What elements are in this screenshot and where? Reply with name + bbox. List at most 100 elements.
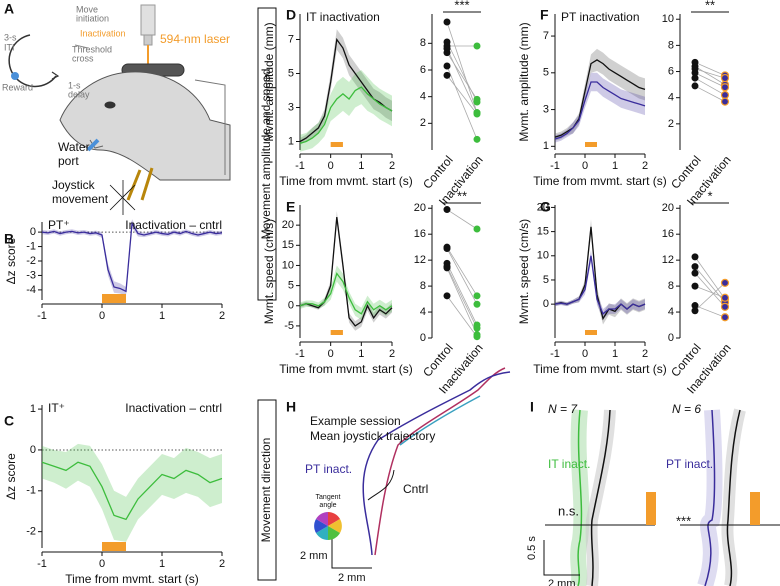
section-box — [257, 399, 277, 581]
x-tick-label: 1 — [612, 160, 618, 172]
label: N = 6 — [672, 402, 701, 416]
dot — [443, 71, 451, 79]
dot — [473, 333, 481, 341]
y-tick-label: 0 — [543, 298, 549, 310]
pair-line — [694, 272, 726, 308]
x-tick-label: 1 — [612, 348, 618, 360]
label: I — [530, 399, 534, 415]
y-tick-label: 8 — [420, 37, 426, 49]
error-band — [555, 219, 645, 325]
x-tick-label: 0 — [328, 348, 334, 360]
section-label: Movement direction — [259, 438, 273, 543]
label: Tangent — [316, 494, 341, 501]
pair-line — [446, 248, 478, 305]
line — [554, 81, 646, 140]
error-band — [555, 48, 645, 141]
dot — [443, 244, 451, 252]
legend-label: Inactivation – cntrl — [125, 218, 222, 232]
dot — [473, 324, 481, 332]
dot — [720, 293, 730, 302]
error-band — [555, 249, 645, 319]
label: *** — [676, 513, 691, 528]
dot — [691, 307, 699, 315]
line — [41, 221, 223, 293]
dot — [720, 97, 730, 106]
y-tick-label: 20 — [282, 219, 294, 231]
label: 2 mm — [338, 572, 366, 584]
dot — [691, 282, 699, 290]
panel-label: PT⁺ — [48, 218, 70, 232]
y-tick-label: 5 — [543, 274, 549, 286]
y-tick-label: 0 — [668, 332, 674, 344]
dot — [473, 42, 481, 50]
line — [554, 59, 646, 138]
y-axis-label: Mvmt. amplitude (mm) — [262, 22, 276, 141]
line — [299, 217, 393, 327]
x-tick-label: 2 — [389, 348, 395, 360]
label: IT inact. — [548, 457, 590, 471]
y-tick-label: -3 — [26, 269, 36, 281]
y-tick-label: 8 — [668, 280, 674, 292]
panel-letter: C — [4, 413, 14, 429]
y-tick-label: 4 — [668, 92, 674, 104]
y-tick-label: 0 — [30, 226, 36, 238]
label: angle — [319, 502, 336, 509]
line — [299, 37, 393, 143]
x-tick-label: 0 — [99, 310, 105, 322]
y-tick-label: 1 — [30, 403, 36, 415]
label: 0.5 s — [526, 536, 538, 560]
legend-label: Inactivation – cntrl — [125, 401, 222, 415]
y-tick-label: 0 — [420, 332, 426, 344]
line — [299, 86, 393, 144]
y-tick-label: 6 — [420, 64, 426, 76]
panel-label: IT⁺ — [48, 401, 65, 415]
dot — [691, 302, 699, 310]
y-tick-label: -2 — [26, 526, 36, 538]
y-axis-label: Δz score — [4, 453, 18, 500]
label: cross — [72, 53, 94, 63]
laser-window — [330, 142, 343, 147]
dot — [720, 83, 730, 92]
pair-line — [446, 209, 478, 230]
panel-letter: E — [286, 199, 295, 215]
pair-line — [694, 266, 726, 303]
panel-label: IT inactivation — [306, 10, 380, 24]
y-tick-label: 6 — [668, 65, 674, 77]
y-tick-label: 4 — [668, 306, 674, 318]
dot — [720, 313, 730, 322]
significance: *** — [454, 0, 469, 12]
x-tick-label: 1 — [159, 558, 165, 570]
x-tick-label: 1 — [358, 160, 364, 172]
x-tick-label: 1 — [358, 348, 364, 360]
label: A — [4, 1, 14, 17]
dot — [443, 49, 451, 57]
label: PT inact. — [305, 462, 352, 476]
y-tick-label: -4 — [26, 284, 36, 296]
y-tick-label: 1 — [543, 140, 549, 152]
error-band — [555, 72, 645, 143]
laser-window — [330, 330, 343, 335]
label: Threshold — [72, 44, 112, 54]
x-axis-label: Time from mvmt. start (s) — [279, 174, 413, 188]
direction-schematic — [543, 408, 780, 586]
panel-letter: F — [540, 7, 549, 23]
y-tick-label: 4 — [420, 91, 426, 103]
dot — [720, 302, 730, 311]
y-axis-label: Mvmt. speed (cm/s) — [262, 219, 276, 324]
panel-letter: B — [4, 231, 14, 247]
x-tick-label: 2 — [642, 348, 648, 360]
dot — [443, 18, 451, 26]
y-tick-label: 1 — [288, 135, 294, 147]
dot — [473, 135, 481, 143]
laser-window — [585, 142, 597, 147]
y-tick-label: 5 — [288, 280, 294, 292]
y-tick-label: 8 — [420, 280, 426, 292]
x-tick-label: 0 — [99, 558, 105, 570]
label: Example session — [310, 414, 401, 428]
x-tick-label: 2 — [642, 160, 648, 172]
pair-line — [446, 65, 478, 140]
dot — [691, 263, 699, 271]
dot — [473, 292, 481, 300]
y-tick-label: 3 — [288, 101, 294, 113]
label: N = 7 — [548, 402, 578, 416]
